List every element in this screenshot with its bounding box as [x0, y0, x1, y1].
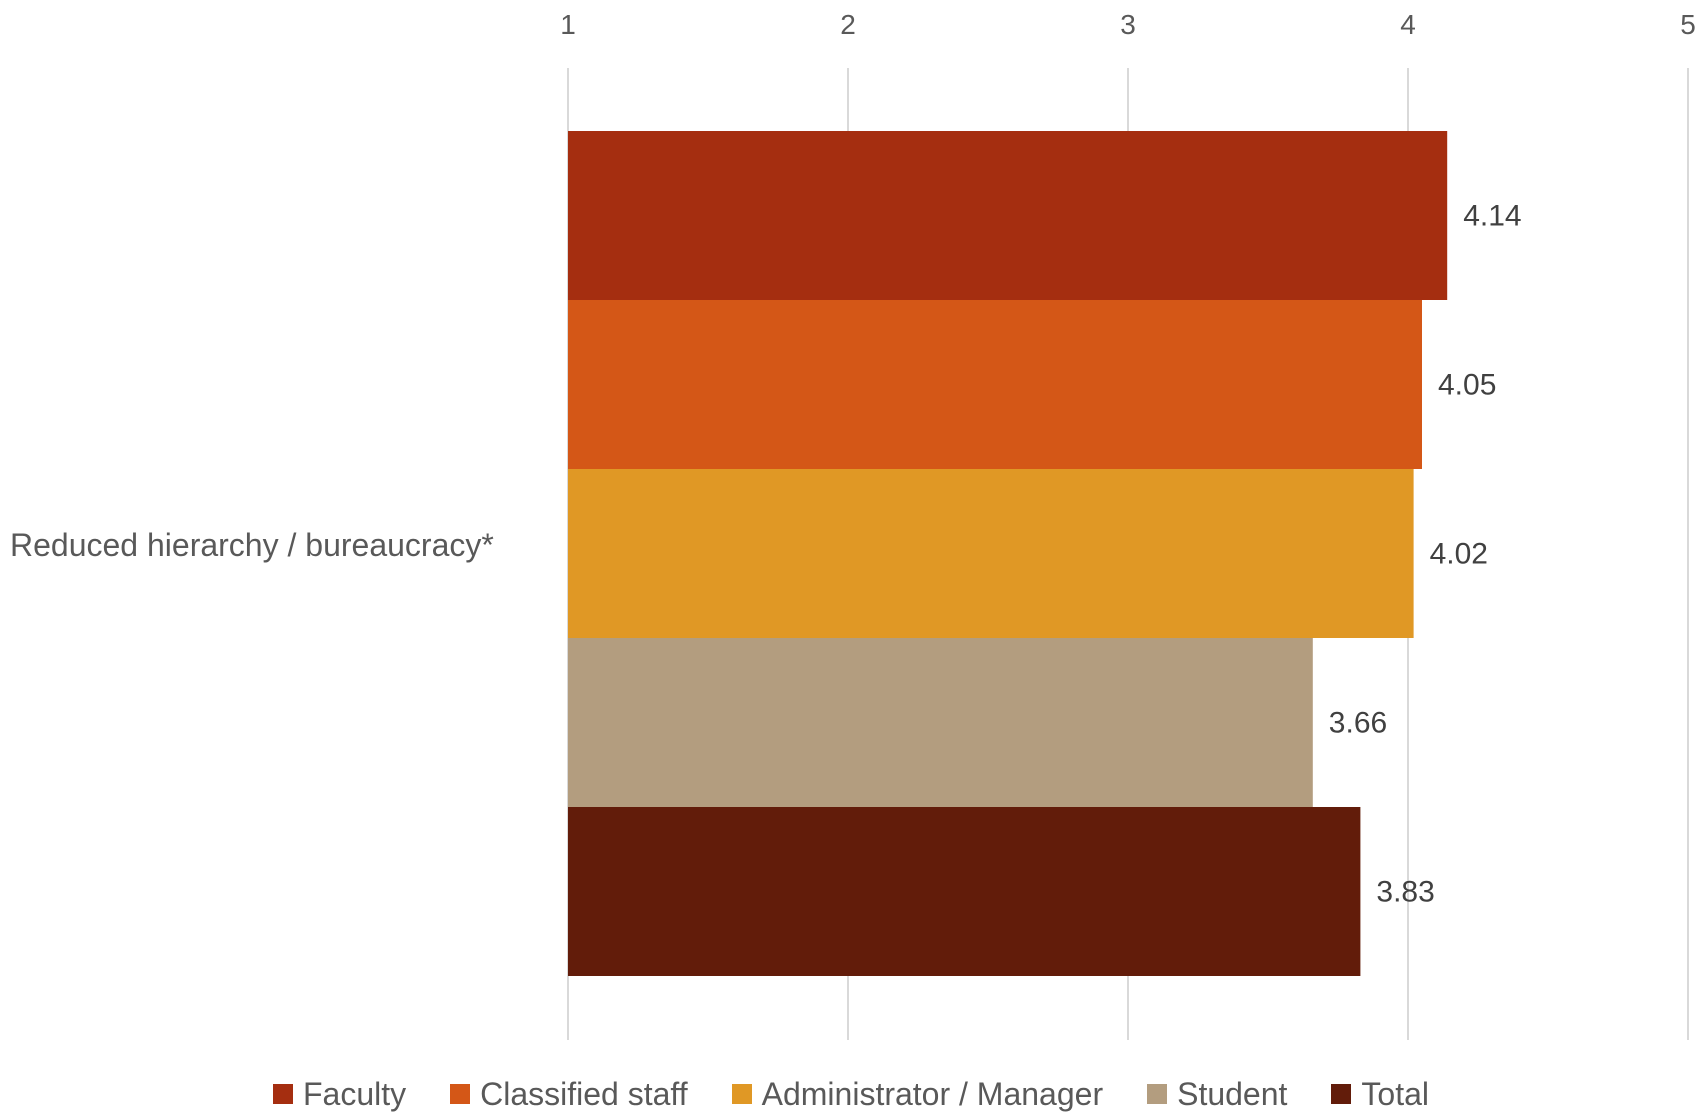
x-tick-label: 4	[1400, 9, 1416, 40]
x-tick-label: 5	[1680, 9, 1696, 40]
bars	[568, 131, 1448, 976]
x-tick-label: 1	[560, 9, 576, 40]
legend-label: Student	[1177, 1075, 1288, 1112]
category-label: Reduced hierarchy / bureaucracy*	[10, 527, 494, 563]
legend-item: Student	[1147, 1076, 1287, 1113]
legend-item: Administrator / Manager	[731, 1075, 1104, 1113]
data-label: 4.14	[1463, 200, 1521, 233]
x-tick-label: 2	[840, 9, 856, 40]
legend-swatch	[272, 1084, 293, 1104]
bar-classified-staff	[568, 300, 1422, 469]
legend-swatch	[1331, 1084, 1352, 1104]
x-axis-tick-labels: 1 2 3 4 5	[560, 9, 1696, 40]
bar-total	[568, 807, 1361, 976]
x-tick-label: 3	[1120, 9, 1136, 40]
bar-faculty	[568, 131, 1448, 300]
data-label: 4.02	[1430, 538, 1488, 571]
legend-item: Total	[1331, 1076, 1429, 1113]
legend-swatch	[450, 1084, 471, 1104]
bar-administrator-manager	[568, 469, 1414, 638]
data-label: 4.05	[1438, 369, 1496, 402]
legend-swatch	[731, 1084, 752, 1104]
data-label: 3.83	[1376, 876, 1434, 909]
legend-label: Administrator / Manager	[761, 1075, 1104, 1112]
legend-label: Faculty	[302, 1075, 407, 1112]
legend: Faculty Classified staff Administrator / M…	[0, 1070, 1702, 1118]
data-labels: 4.14 4.05 4.02 3.66 3.83	[1329, 200, 1522, 909]
chart: 1 2 3 4 5 4.14 4.05 4.02 3.66 3.83 Reduced hiera…	[10, 9, 1696, 1040]
bar-student	[568, 638, 1313, 807]
legend-label: Total	[1361, 1075, 1429, 1112]
data-label: 3.66	[1329, 707, 1387, 740]
legend-label: Classified staff	[480, 1075, 688, 1112]
legend-swatch	[1147, 1084, 1168, 1104]
legend-item: Faculty	[272, 1075, 407, 1113]
legend-item: Classified staff	[450, 1076, 688, 1113]
